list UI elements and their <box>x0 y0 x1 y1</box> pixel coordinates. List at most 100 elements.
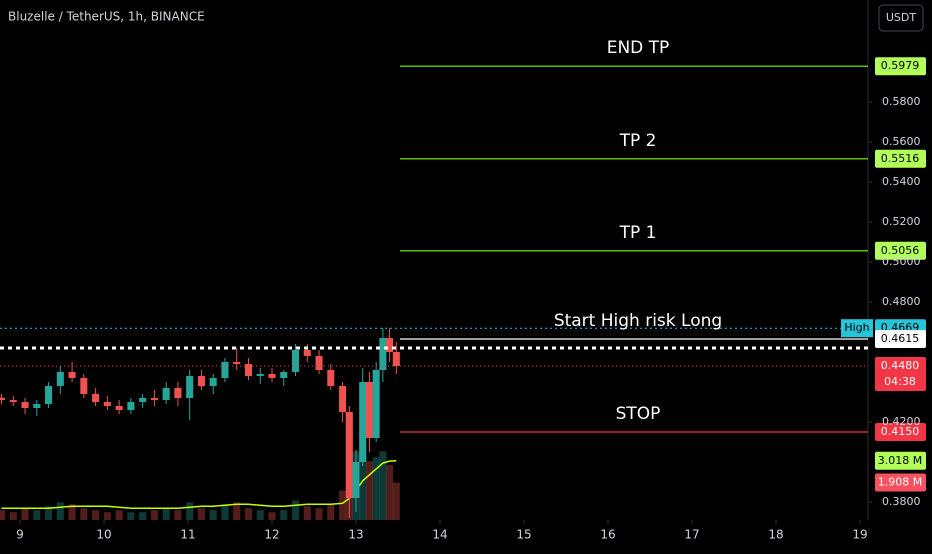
candle-body <box>365 382 373 438</box>
volume-bar <box>45 506 53 520</box>
candle-body <box>233 362 241 364</box>
countdown: 04:38 <box>884 375 916 388</box>
volume-bar <box>92 510 100 520</box>
candle-body <box>80 378 88 394</box>
candle-body <box>115 406 123 410</box>
candle-body <box>359 382 367 462</box>
level-price-label: 0.5056 <box>881 244 920 257</box>
level-price-label-bg <box>875 57 926 76</box>
level-price-label-bg <box>875 149 926 168</box>
candle-body <box>68 372 76 378</box>
candle-body <box>103 402 111 406</box>
candle-body <box>186 376 194 398</box>
volume-ma-value: 3.018 M <box>878 454 922 467</box>
last-price-label: 0.4480 <box>881 359 920 372</box>
candle-body <box>9 400 17 402</box>
volume-bar <box>256 510 264 520</box>
volume-bar <box>280 510 288 520</box>
level-price-label-bg <box>875 330 926 348</box>
y-tick-label: 0.5800 <box>882 95 921 108</box>
y-tick-label: 0.5400 <box>882 175 921 188</box>
volume-bar <box>0 510 6 520</box>
volume-bar <box>386 465 394 520</box>
volume-bar <box>139 512 147 520</box>
candles <box>0 328 400 518</box>
level-name: TP 2 <box>619 131 657 151</box>
candle-body <box>150 398 158 400</box>
level-name: TP 1 <box>619 223 657 243</box>
candle-body <box>56 372 64 386</box>
candle-body <box>174 388 182 398</box>
x-tick-label: 11 <box>180 528 195 542</box>
volume-bar <box>33 510 41 520</box>
volume-bar <box>150 510 158 520</box>
candle-body <box>379 338 387 370</box>
candle-body <box>197 376 205 386</box>
x-tick-label: 18 <box>768 528 783 542</box>
y-tick-label: 0.4200 <box>882 415 921 428</box>
volume-bar <box>268 512 276 520</box>
x-tick-label: 15 <box>516 528 531 542</box>
currency-button[interactable] <box>878 4 924 32</box>
volume-bar <box>56 502 64 520</box>
volume-bar <box>359 431 367 520</box>
candle-body <box>33 404 41 408</box>
level-price-label-bg <box>875 241 926 260</box>
volume-bar <box>315 508 323 520</box>
candle-body <box>386 338 394 352</box>
volume-bar <box>372 457 380 520</box>
candle-body <box>21 402 29 408</box>
y-tick-label: 0.5200 <box>882 215 921 228</box>
currency-label[interactable]: USDT <box>886 11 917 24</box>
x-tick-label: 14 <box>432 528 447 542</box>
volume-bar <box>303 506 311 520</box>
level-price-label: 0.5516 <box>881 152 920 165</box>
candle-body <box>339 386 347 412</box>
volume-bar <box>339 490 347 520</box>
candle-body <box>392 352 400 366</box>
y-tick-label: 0.5600 <box>882 135 921 148</box>
y-tick-label: 0.3800 <box>882 495 921 508</box>
x-tick-label: 10 <box>96 528 111 542</box>
x-tick-label: 17 <box>684 528 699 542</box>
volume-bar <box>21 508 29 520</box>
candle-body <box>372 370 380 438</box>
candle-body <box>303 350 311 356</box>
level-price-label: 0.4150 <box>881 425 920 438</box>
axes: 0.5800 0.5600 0.5400 0.5200 0.5000 0.4800 0.42… <box>16 95 920 542</box>
level-name: END TP <box>607 38 670 58</box>
volume-bar <box>365 461 373 520</box>
volume-value-bg <box>875 473 926 492</box>
candle-body <box>244 364 253 376</box>
candle-body <box>221 362 229 378</box>
candle-body <box>327 370 335 386</box>
volume-bar <box>80 508 88 520</box>
volume-bar <box>127 512 135 520</box>
level-name: STOP <box>616 404 661 424</box>
x-tick-label: 9 <box>16 528 24 542</box>
x-tick-label: 13 <box>348 528 363 542</box>
volume-bar <box>186 502 194 520</box>
volume-bar <box>244 508 253 520</box>
high-tag: High <box>844 321 869 334</box>
candle-body <box>162 388 170 400</box>
volume-bar <box>162 508 170 520</box>
candle-body <box>139 398 147 402</box>
volume-value: 1.908 M <box>878 476 922 489</box>
candle-body <box>291 350 300 372</box>
candle-body <box>256 374 264 376</box>
volume-bar <box>174 510 182 520</box>
volume-bar <box>221 504 229 520</box>
y-tick-label: 0.5000 <box>882 255 921 268</box>
volume-bar <box>379 451 387 520</box>
candle-body <box>127 402 135 410</box>
level-price-label: 0.5979 <box>881 59 920 72</box>
candle-body <box>0 398 6 400</box>
candle-body <box>280 372 288 378</box>
symbol: Bluzelle / TetherUS, 1h, BINANCE <box>8 10 205 24</box>
x-tick-label: 16 <box>600 528 615 542</box>
volume-bar <box>197 508 205 520</box>
